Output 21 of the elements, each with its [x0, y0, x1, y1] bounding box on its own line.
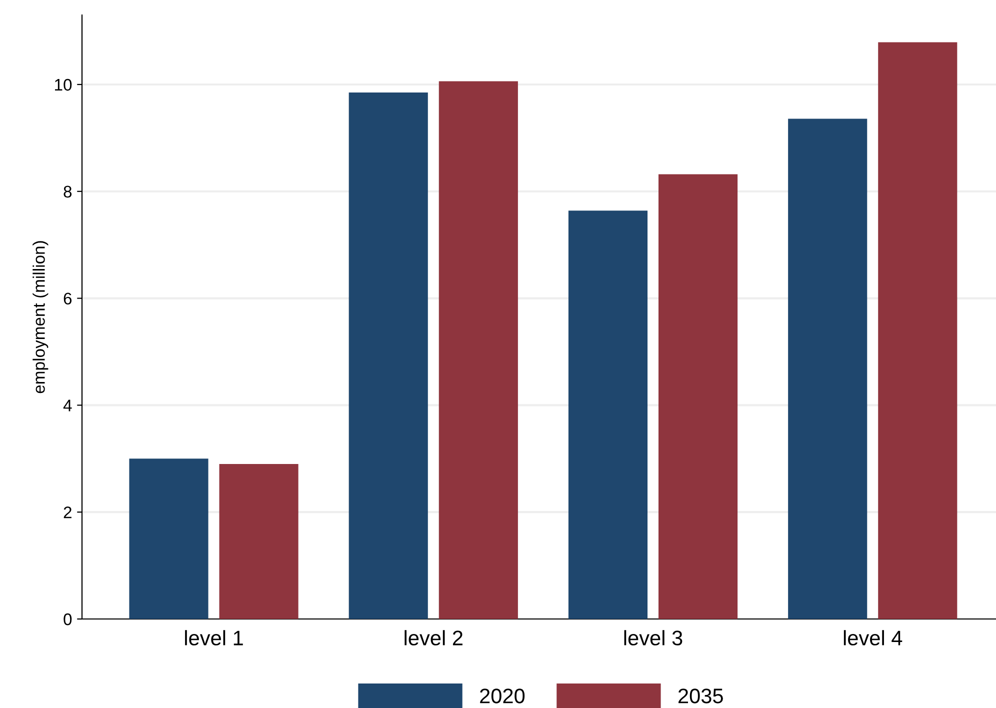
bar: [568, 210, 648, 619]
y-tick-label: 0: [64, 613, 72, 626]
x-tick-label: level 4: [844, 630, 902, 646]
y-tick-label: 6: [64, 292, 72, 304]
y-tick-label: 4: [63, 400, 72, 412]
x-tick-label: level 3: [624, 630, 682, 646]
y-tick-label: 8: [64, 186, 72, 198]
bar: [129, 458, 208, 619]
y-axis-title: employment (million): [32, 241, 48, 394]
legend-label: 2020: [480, 688, 525, 704]
bar: [348, 92, 428, 619]
bar: [788, 118, 868, 619]
x-tick-label: level 2: [404, 630, 462, 646]
y-tick-label: 10: [55, 78, 72, 91]
x-tick-label: level 1: [185, 630, 243, 646]
y-tick-label: 2: [64, 506, 72, 518]
bar: [219, 464, 298, 619]
bar: [438, 81, 518, 619]
bar: [878, 42, 958, 619]
legend-label: 2035: [678, 688, 723, 704]
bar: [658, 174, 738, 619]
